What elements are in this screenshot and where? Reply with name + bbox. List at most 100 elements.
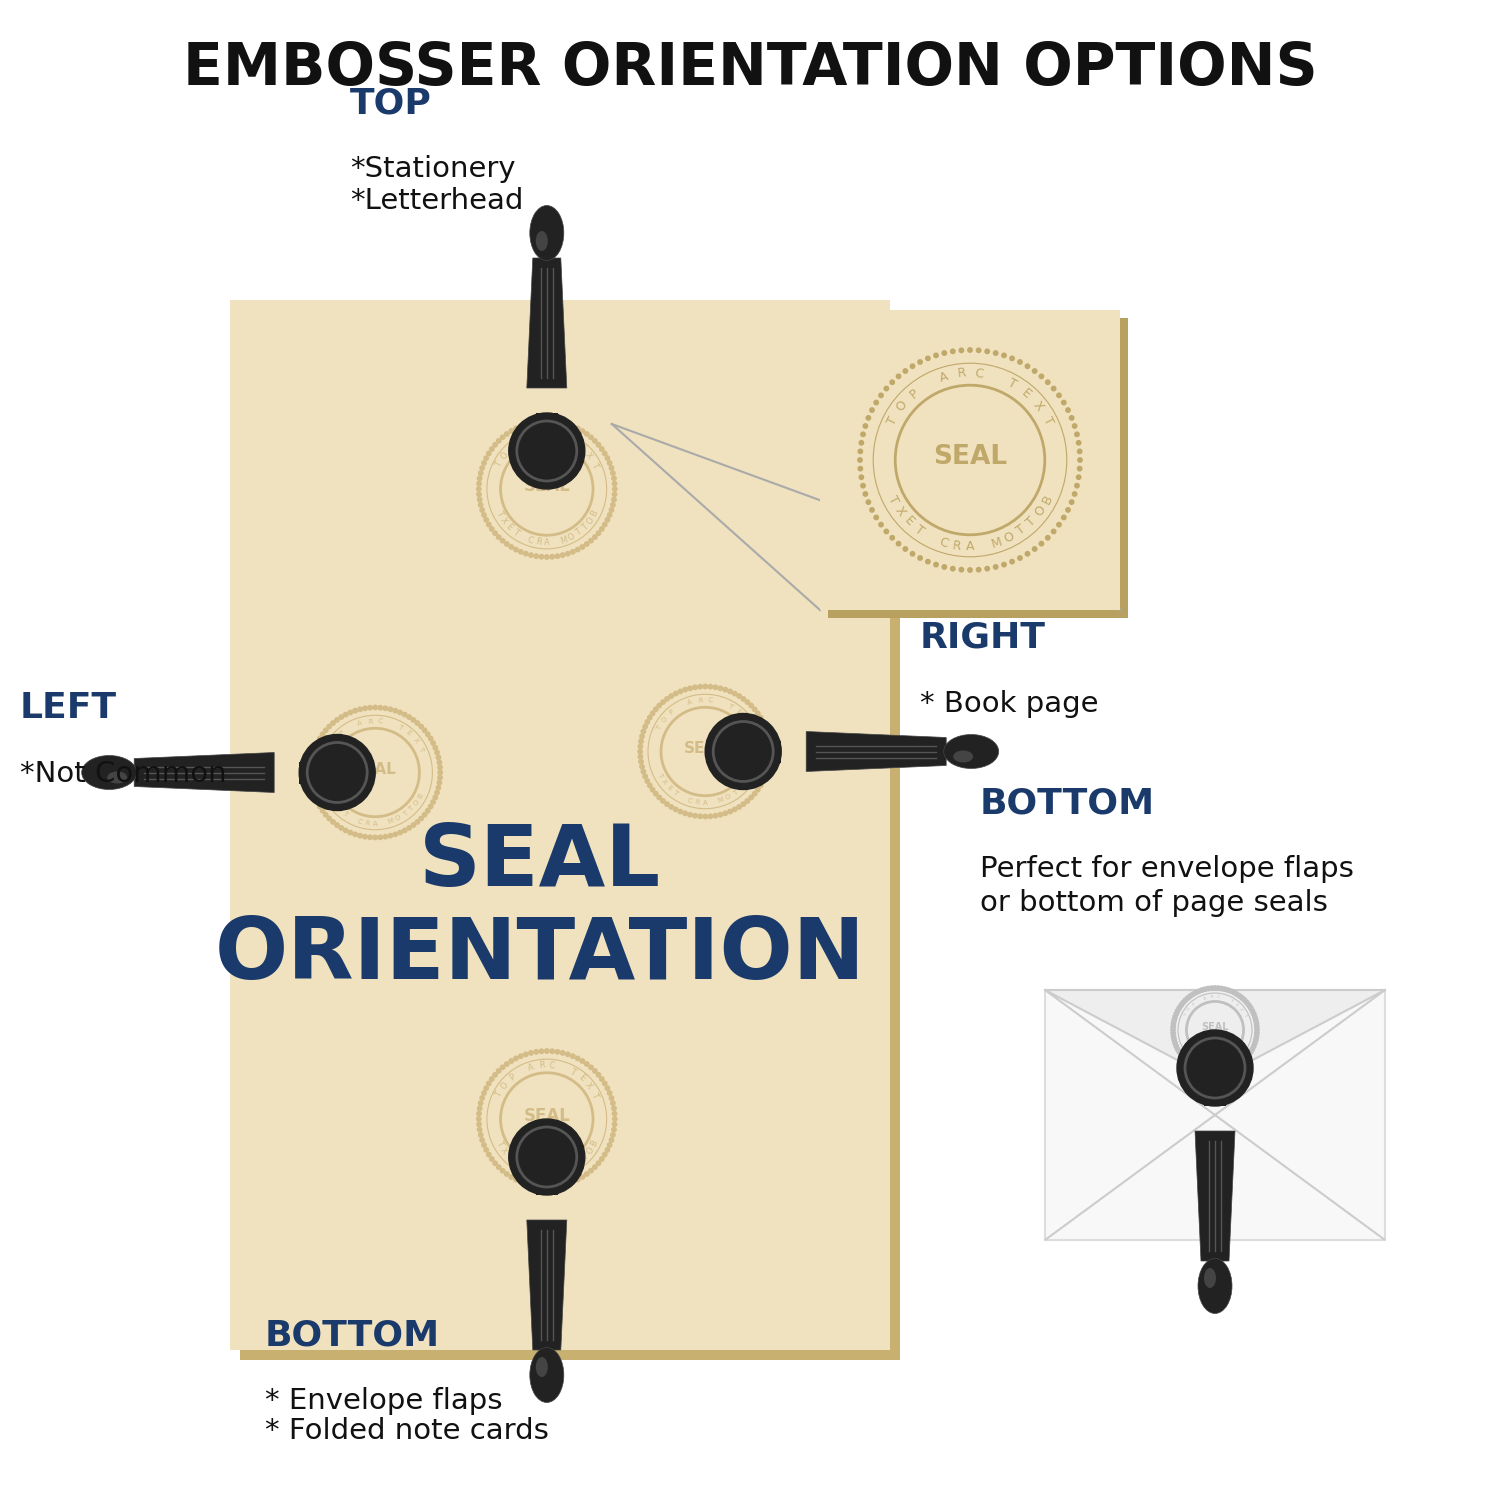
Text: E: E bbox=[1234, 1002, 1239, 1007]
Circle shape bbox=[654, 792, 658, 796]
Circle shape bbox=[310, 786, 314, 790]
Circle shape bbox=[496, 438, 501, 442]
Circle shape bbox=[324, 728, 328, 732]
Circle shape bbox=[484, 1148, 489, 1152]
Circle shape bbox=[494, 1072, 498, 1077]
Circle shape bbox=[753, 792, 758, 796]
Circle shape bbox=[604, 456, 609, 460]
Circle shape bbox=[496, 1166, 501, 1170]
Circle shape bbox=[480, 1096, 484, 1100]
Circle shape bbox=[610, 1101, 615, 1106]
Circle shape bbox=[1234, 992, 1239, 996]
Circle shape bbox=[590, 1065, 592, 1070]
Circle shape bbox=[638, 754, 642, 759]
Circle shape bbox=[344, 828, 348, 833]
Text: P: P bbox=[669, 708, 675, 716]
Text: A: A bbox=[704, 800, 708, 806]
Circle shape bbox=[509, 1119, 585, 1196]
Circle shape bbox=[1220, 987, 1224, 990]
Circle shape bbox=[310, 790, 315, 795]
Circle shape bbox=[638, 744, 642, 748]
Text: X: X bbox=[584, 450, 594, 460]
Circle shape bbox=[550, 419, 555, 423]
Circle shape bbox=[766, 765, 771, 770]
Circle shape bbox=[1172, 1028, 1174, 1032]
Circle shape bbox=[1232, 1065, 1236, 1070]
Text: R: R bbox=[698, 698, 702, 703]
Text: T: T bbox=[494, 1090, 504, 1100]
Circle shape bbox=[580, 544, 585, 549]
Text: A: A bbox=[526, 1062, 536, 1072]
Circle shape bbox=[433, 746, 438, 750]
Ellipse shape bbox=[536, 1358, 548, 1377]
Circle shape bbox=[482, 1090, 486, 1095]
Circle shape bbox=[1178, 1007, 1182, 1011]
Circle shape bbox=[1066, 507, 1070, 512]
Circle shape bbox=[1172, 1030, 1176, 1035]
Circle shape bbox=[766, 740, 771, 744]
Circle shape bbox=[528, 1050, 532, 1054]
Circle shape bbox=[1248, 1007, 1252, 1011]
Text: T: T bbox=[573, 528, 584, 537]
Circle shape bbox=[858, 458, 862, 462]
Circle shape bbox=[1002, 352, 1007, 357]
Circle shape bbox=[561, 420, 566, 424]
Circle shape bbox=[489, 526, 494, 531]
Text: T: T bbox=[510, 528, 520, 537]
Circle shape bbox=[748, 704, 753, 708]
Circle shape bbox=[654, 706, 658, 711]
Circle shape bbox=[865, 416, 870, 420]
Circle shape bbox=[419, 724, 423, 729]
Circle shape bbox=[486, 522, 490, 526]
Circle shape bbox=[704, 684, 708, 688]
Text: R: R bbox=[694, 800, 700, 806]
Polygon shape bbox=[1046, 990, 1384, 1080]
Circle shape bbox=[1040, 542, 1044, 546]
Circle shape bbox=[648, 716, 652, 720]
Circle shape bbox=[585, 1062, 590, 1066]
Circle shape bbox=[968, 348, 972, 352]
Circle shape bbox=[1180, 1054, 1185, 1059]
Text: X: X bbox=[892, 504, 908, 519]
Circle shape bbox=[310, 750, 315, 754]
Circle shape bbox=[438, 776, 442, 780]
Circle shape bbox=[1194, 990, 1198, 994]
Circle shape bbox=[609, 466, 613, 470]
Circle shape bbox=[566, 552, 570, 556]
Circle shape bbox=[1226, 988, 1230, 993]
Circle shape bbox=[528, 1184, 532, 1188]
Text: E: E bbox=[902, 514, 916, 529]
Circle shape bbox=[1250, 1008, 1254, 1013]
Circle shape bbox=[585, 542, 590, 546]
Circle shape bbox=[669, 694, 674, 699]
Bar bbox=[1046, 990, 1384, 1240]
Circle shape bbox=[318, 736, 322, 741]
Circle shape bbox=[416, 722, 420, 726]
Text: E: E bbox=[1019, 386, 1034, 400]
Text: T: T bbox=[656, 771, 663, 778]
Circle shape bbox=[640, 729, 645, 734]
Circle shape bbox=[310, 754, 314, 759]
Circle shape bbox=[1058, 522, 1060, 526]
Circle shape bbox=[890, 380, 894, 384]
Circle shape bbox=[1040, 374, 1044, 378]
Circle shape bbox=[736, 804, 741, 808]
Text: O: O bbox=[724, 794, 732, 801]
Text: RIGHT: RIGHT bbox=[920, 621, 1046, 656]
Circle shape bbox=[544, 419, 549, 423]
Circle shape bbox=[315, 741, 320, 746]
Text: A: A bbox=[526, 432, 536, 442]
Circle shape bbox=[718, 686, 723, 690]
Text: O: O bbox=[662, 716, 669, 723]
Circle shape bbox=[1173, 1016, 1178, 1019]
Circle shape bbox=[1062, 400, 1066, 405]
Circle shape bbox=[590, 538, 592, 543]
Text: LEFT: LEFT bbox=[20, 692, 117, 724]
Circle shape bbox=[1174, 1044, 1179, 1048]
Circle shape bbox=[1228, 988, 1233, 993]
Text: X: X bbox=[498, 1146, 508, 1155]
Circle shape bbox=[639, 740, 644, 744]
Circle shape bbox=[732, 692, 736, 696]
Circle shape bbox=[544, 1048, 549, 1053]
Circle shape bbox=[477, 1122, 482, 1126]
